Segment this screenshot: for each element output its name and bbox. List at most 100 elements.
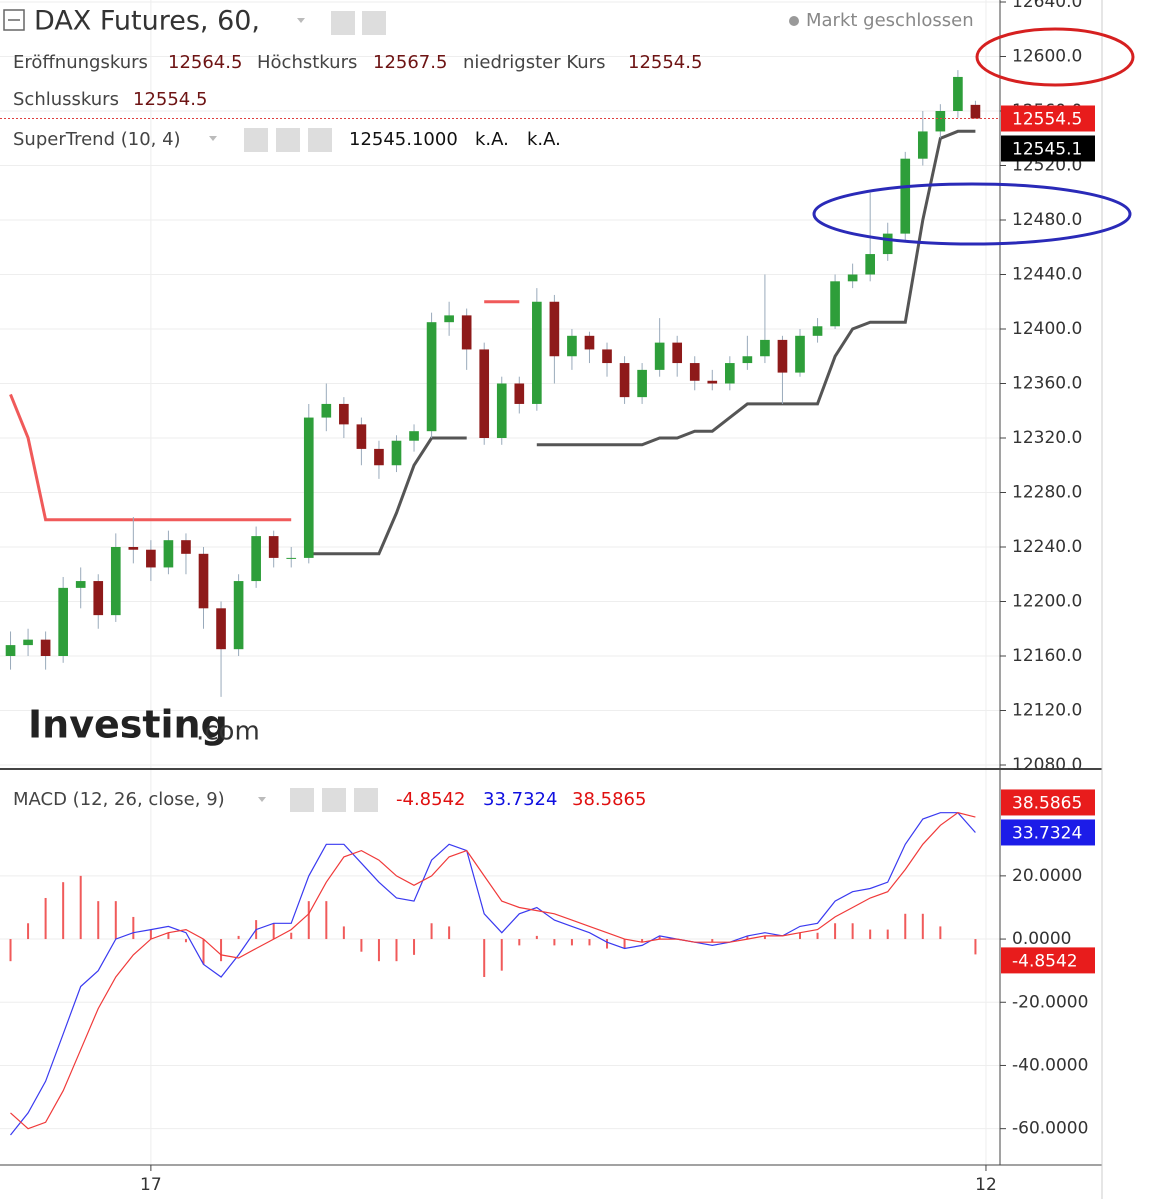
candle-body [725, 363, 735, 384]
candle-body [847, 274, 858, 282]
histogram-bar [97, 901, 100, 940]
ohlc-label: Schlusskurs [13, 89, 119, 110]
eye-icon[interactable] [290, 788, 314, 812]
candle-body [40, 639, 51, 656]
collapse-icon[interactable] [3, 9, 25, 31]
histogram-bar [79, 875, 82, 940]
ohlc-label: Eröffnungskurs [13, 52, 148, 73]
candle-body [251, 536, 261, 582]
eye-icon[interactable] [244, 128, 268, 152]
histogram-bar [149, 929, 152, 940]
histogram-bar [290, 932, 293, 940]
histogram-badge-bg [1001, 947, 1095, 974]
y-tick-label: 12640.0 [1012, 0, 1082, 12]
y-tick-label: 12320.0 [1012, 428, 1082, 448]
histogram-bar [395, 939, 398, 962]
histogram-bar [44, 897, 47, 940]
ohlc-value: 12554.5 [133, 89, 207, 110]
macd-line [10, 812, 976, 1136]
histogram-bar [272, 923, 275, 940]
x-tick-label: 17 [140, 1175, 162, 1195]
histogram-bar [535, 935, 538, 940]
grid [0, 0, 1000, 1165]
supertrend-line [308, 129, 976, 556]
histogram-bar [834, 923, 837, 940]
candle-body [760, 339, 770, 357]
ohlc-value: 12567.5 [373, 52, 447, 73]
y-tick-label: 12080.0 [1012, 755, 1082, 775]
settings-icon[interactable] [276, 128, 300, 152]
candle-body [216, 608, 226, 650]
histogram-bar [413, 939, 416, 955]
y-tick-label: 12600.0 [1012, 47, 1082, 67]
indicator-value: 38.5865 [572, 789, 646, 810]
y-tick-label: 12160.0 [1012, 646, 1082, 666]
candle-body [93, 581, 104, 616]
candle-body [75, 581, 86, 588]
histogram-bar [799, 932, 801, 940]
candle-body [567, 335, 577, 357]
candle-body [777, 339, 788, 373]
candle-body [268, 536, 279, 558]
candle-body [303, 417, 314, 558]
candle-body [146, 549, 156, 568]
histogram-bar [483, 939, 486, 977]
candle-body [444, 315, 454, 323]
dropdown-icon[interactable] [297, 18, 305, 23]
histogram-bar [237, 935, 240, 940]
supertrend-line [9, 300, 520, 522]
candle-body [865, 254, 875, 275]
eye-icon[interactable] [331, 11, 355, 35]
histogram-bar [325, 901, 328, 940]
settings-icon[interactable] [322, 788, 346, 812]
header: DAX Futures, 60, Markt geschlossen Eröff… [3, 6, 974, 812]
candle-body [233, 581, 244, 650]
status-dot [789, 16, 799, 26]
signal-badge-bg [1001, 789, 1095, 816]
histogram-bar [746, 935, 749, 940]
histogram-bar [658, 935, 661, 940]
candle-body [707, 380, 718, 384]
indicator-label: SuperTrend (10, 4) [13, 129, 181, 150]
dropdown-icon[interactable] [258, 797, 266, 802]
close-icon[interactable] [308, 128, 332, 152]
candle-body [812, 326, 823, 336]
candle-body [356, 424, 367, 449]
settings-icon[interactable] [362, 11, 386, 35]
candle-body [672, 342, 683, 364]
candle-body [321, 403, 332, 418]
histogram-bar [202, 939, 205, 965]
plot [0, 70, 1000, 1136]
ohlc-value: 12554.5 [628, 52, 702, 73]
histogram-bar [307, 901, 310, 940]
histogram-bar [851, 923, 854, 940]
axis: 12080.0 12120.0 12160.0 12200.0 12240.0 12280… [140, 0, 1095, 1195]
histogram-bar [114, 901, 117, 940]
indicator-value: k.A. [527, 129, 561, 150]
macd-badge-bg [1001, 819, 1095, 846]
histogram-bar [500, 939, 503, 971]
histogram-bar [448, 926, 451, 940]
histogram-bar [220, 939, 223, 962]
y-tick-label: 12440.0 [1012, 265, 1082, 285]
histogram-bar [816, 932, 819, 940]
candle-body [619, 363, 630, 398]
ohlc-label: Höchstkurs [257, 52, 357, 73]
candle-body [5, 645, 16, 656]
macd-badge: 33.7324 [1012, 823, 1082, 843]
candle-body [58, 587, 68, 656]
y-tick-label: -60.0000 [1012, 1119, 1088, 1139]
y-tick-label: 12400.0 [1012, 319, 1082, 339]
histogram-bar [430, 923, 433, 940]
candle-body [426, 322, 437, 432]
histogram-bar [974, 939, 977, 955]
dropdown-icon[interactable] [209, 136, 217, 141]
candle-body [514, 383, 525, 404]
histogram-bar [27, 923, 30, 940]
histogram-bar [921, 913, 924, 940]
candle-body [900, 158, 911, 234]
candle-body [339, 403, 349, 425]
y-tick-label: 12240.0 [1012, 537, 1082, 557]
close-icon[interactable] [354, 788, 378, 812]
